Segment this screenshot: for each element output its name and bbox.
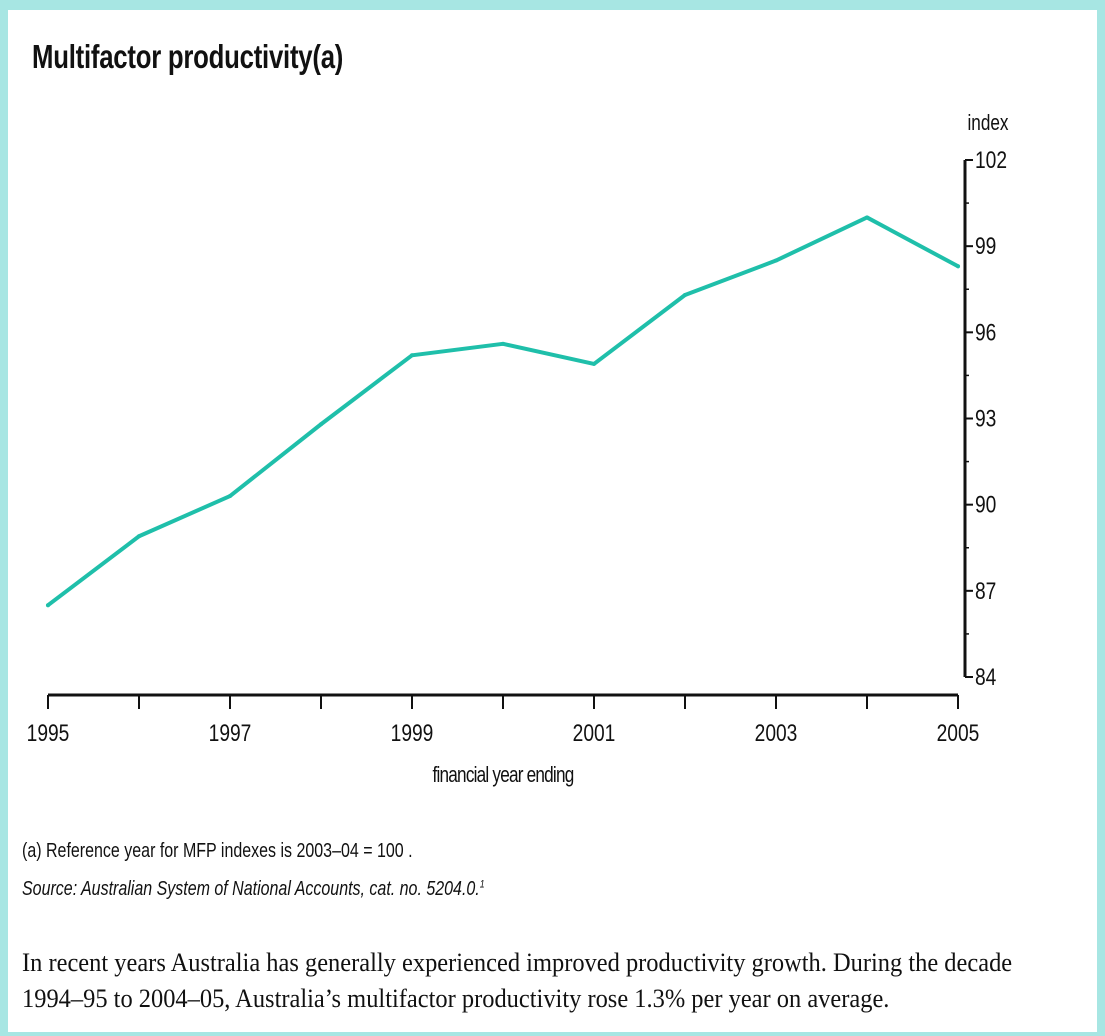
data-point (683, 292, 687, 297)
y-tick-label: 87 (975, 577, 996, 605)
data-point (865, 215, 869, 220)
data-point (137, 534, 141, 539)
y-tick-label: 99 (975, 232, 996, 260)
y-tick-label: 93 (975, 404, 996, 432)
data-point (956, 264, 960, 269)
x-axis: 1995 1997 1999 2001 2003 2005 financial year e… (27, 693, 980, 788)
line-chart: 1995 1997 1999 2001 2003 2005 financial year e… (27, 111, 1009, 788)
chart-title: Multifactor productivity(a) (32, 38, 344, 75)
y-tick-label: 102 (975, 146, 1007, 174)
y-axis: 84 87 90 93 96 99 102 index (963, 111, 1009, 691)
series-line (46, 215, 960, 608)
body-line-2: 1994–95 to 2004–05, Australia’s multifac… (22, 984, 890, 1013)
chart-source: Source: Australian System of National Ac… (22, 878, 485, 901)
source-reference: 1 (479, 878, 485, 891)
x-tick-label: 2003 (755, 719, 798, 747)
x-tick-label: 2005 (937, 719, 980, 747)
body-line-1: In recent years Australia has generally … (22, 948, 1013, 977)
data-point (228, 494, 232, 499)
body-paragraph: In recent years Australia has generally … (22, 945, 1023, 1017)
x-tick-label: 1997 (209, 719, 252, 747)
x-tick-label: 2001 (573, 719, 616, 747)
y-tick-label: 96 (975, 318, 996, 346)
data-point (319, 422, 323, 427)
chart-footnote: (a) Reference year for MFP indexes is 20… (22, 840, 413, 862)
x-axis-label: financial year ending (433, 763, 574, 788)
data-point (592, 361, 596, 366)
source-text: Source: Australian System of National Ac… (22, 878, 480, 900)
data-point (410, 353, 414, 358)
data-point (774, 258, 778, 263)
data-point (501, 341, 505, 346)
series-group (46, 215, 960, 608)
y-tick-label: 90 (975, 491, 996, 519)
x-tick-label: 1995 (27, 719, 70, 747)
y-axis-label: index (967, 111, 1008, 136)
y-tick-label: 84 (975, 663, 996, 691)
x-tick-label: 1999 (391, 719, 434, 747)
data-point (46, 603, 50, 608)
